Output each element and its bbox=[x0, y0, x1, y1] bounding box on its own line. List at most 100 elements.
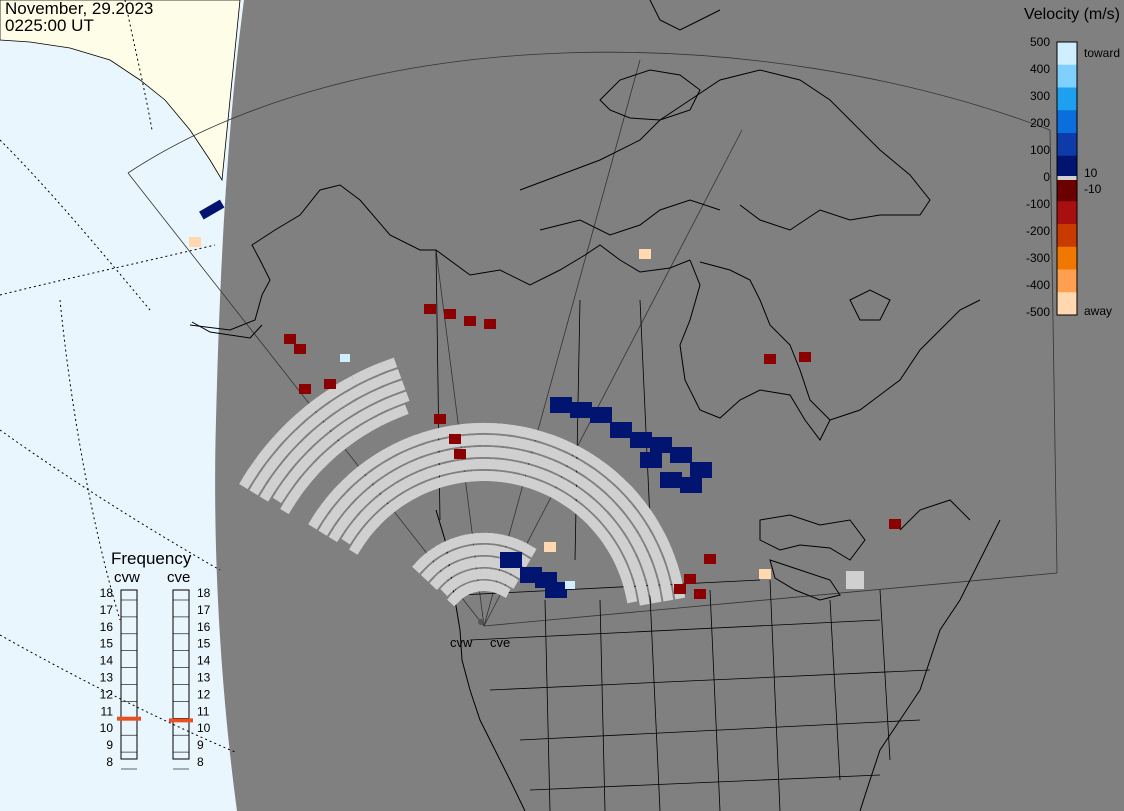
frequency-tick-label: 11 bbox=[101, 704, 114, 718]
radar-cell bbox=[412, 557, 429, 574]
radar-cell bbox=[420, 565, 438, 582]
radar-cell bbox=[659, 581, 673, 596]
radar-cell bbox=[630, 432, 652, 448]
frequency-ticks: 18 18 17 17 16 16 15 15 14 14 13 13 12 12 11 11 10 10 9 9 8 8 bbox=[100, 586, 211, 770]
radar-cell bbox=[567, 443, 584, 459]
frequency-tick-label: 9 bbox=[106, 738, 113, 752]
radar-cell bbox=[652, 526, 668, 544]
radar-cell bbox=[520, 567, 542, 583]
frequency-tick-label: 15 bbox=[100, 637, 114, 651]
radar-cell bbox=[544, 542, 556, 552]
radar-cell bbox=[274, 426, 291, 444]
radar-cell bbox=[670, 447, 692, 463]
radar-cell bbox=[570, 402, 592, 418]
radar-cell bbox=[454, 449, 466, 459]
legend-tick-label: -500 bbox=[1026, 305, 1050, 319]
radar-cell bbox=[341, 527, 357, 545]
frequency-radar-label-cvw: cvw bbox=[114, 569, 140, 586]
legend-tick-label: -400 bbox=[1026, 278, 1050, 292]
radar-cell bbox=[799, 352, 811, 362]
radar-cell bbox=[429, 573, 446, 590]
radar-cell bbox=[680, 477, 702, 493]
radar-site-cvw: cvw bbox=[450, 619, 484, 650]
radar-cell bbox=[294, 344, 306, 354]
legend-tick-label: 100 bbox=[1030, 143, 1050, 157]
legend-plus-10-label: 10 bbox=[1084, 166, 1098, 180]
radar-site-label: cve bbox=[490, 635, 510, 650]
radar-cell bbox=[300, 417, 317, 434]
radar-cell bbox=[590, 407, 612, 423]
legend-tick-label: 200 bbox=[1030, 116, 1050, 130]
radar-cell bbox=[500, 552, 522, 568]
radar-cell bbox=[249, 479, 265, 496]
legend-minus-10-label: -10 bbox=[1084, 182, 1102, 196]
radar-cell bbox=[504, 436, 519, 448]
radar-cell bbox=[351, 369, 368, 385]
radar-cell bbox=[565, 581, 575, 589]
frequency-tick-label: 17 bbox=[100, 603, 114, 617]
radar-cell bbox=[308, 513, 324, 530]
velocity-legend: 500 400 300 200 100 0 -100 -200 -300 -400 -500 tow… bbox=[1026, 35, 1120, 319]
frequency-tick-label: 8 bbox=[106, 755, 113, 769]
frequency-tick-label: 14 bbox=[197, 654, 211, 668]
frequency-bar-cve bbox=[172, 589, 190, 760]
frequency-marker-cve bbox=[169, 718, 193, 723]
legend-color-segment bbox=[1057, 246, 1077, 270]
radar-cell bbox=[640, 452, 662, 468]
frequency-tick-label: 13 bbox=[197, 671, 211, 685]
legend-color-segment bbox=[1057, 178, 1077, 202]
radar-cell bbox=[340, 354, 350, 362]
radar-cell bbox=[764, 354, 776, 364]
legend-away-label: away bbox=[1084, 304, 1112, 318]
graticule-ocean bbox=[0, 0, 236, 753]
frequency-tick-label: 16 bbox=[100, 620, 114, 634]
radar-cell bbox=[280, 497, 296, 515]
frequency-tick-label: 17 bbox=[197, 603, 211, 617]
radar-cell bbox=[639, 249, 651, 259]
radar-cell bbox=[889, 519, 901, 529]
radar-cell bbox=[684, 574, 696, 584]
radar-cell bbox=[272, 486, 289, 504]
time-label: 0225:00 UT bbox=[5, 16, 94, 35]
radar-cell bbox=[424, 304, 436, 314]
radar-cell bbox=[545, 582, 567, 598]
radar-cell bbox=[284, 334, 296, 344]
radar-cell bbox=[447, 590, 464, 607]
radar-cell bbox=[449, 434, 461, 444]
frequency-tick-label: 18 bbox=[197, 586, 211, 600]
earth-disc bbox=[215, 0, 1124, 811]
radar-cell bbox=[482, 422, 496, 434]
frequency-tick-label: 11 bbox=[197, 704, 210, 718]
ground-scatter-cells bbox=[239, 357, 686, 607]
radar-cell bbox=[318, 519, 334, 536]
legend-ticks: 500 400 300 200 100 0 -100 -200 -300 -400 -500 bbox=[1026, 35, 1050, 319]
radar-cell bbox=[694, 589, 706, 599]
radar-cell bbox=[378, 384, 395, 399]
frequency-panel: 18 18 17 17 16 16 15 15 14 14 13 13 12 12 11 11 10 10 9 9 8 8 bbox=[100, 586, 211, 770]
radar-cell bbox=[660, 472, 682, 488]
radar-cell bbox=[297, 404, 314, 421]
radar-cell bbox=[239, 472, 255, 490]
legend-color-segment bbox=[1057, 133, 1077, 157]
radar-site-marker bbox=[478, 619, 484, 625]
radar-cell bbox=[253, 451, 270, 468]
velocity-cells bbox=[189, 199, 901, 599]
frequency-tick-label: 18 bbox=[100, 586, 114, 600]
radar-cell bbox=[846, 571, 864, 589]
legend-color-bar bbox=[1057, 42, 1077, 316]
radar-cell bbox=[674, 584, 686, 594]
radar-cell bbox=[664, 555, 679, 571]
frequency-tick-label: 12 bbox=[197, 687, 211, 701]
radar-cell bbox=[199, 199, 225, 220]
frequency-tick-label: 9 bbox=[197, 738, 204, 752]
radar-cell bbox=[444, 309, 456, 319]
frequency-tick-label: 12 bbox=[100, 687, 114, 701]
radar-cell bbox=[189, 237, 201, 247]
radar-cell bbox=[419, 442, 435, 456]
legend-color-segment bbox=[1057, 110, 1077, 134]
date-label: November, 29.2023 bbox=[5, 0, 154, 18]
radar-cell bbox=[349, 538, 365, 555]
legend-tick-label: 400 bbox=[1030, 62, 1050, 76]
radar-cell bbox=[484, 319, 496, 329]
radar-cell bbox=[540, 431, 556, 446]
